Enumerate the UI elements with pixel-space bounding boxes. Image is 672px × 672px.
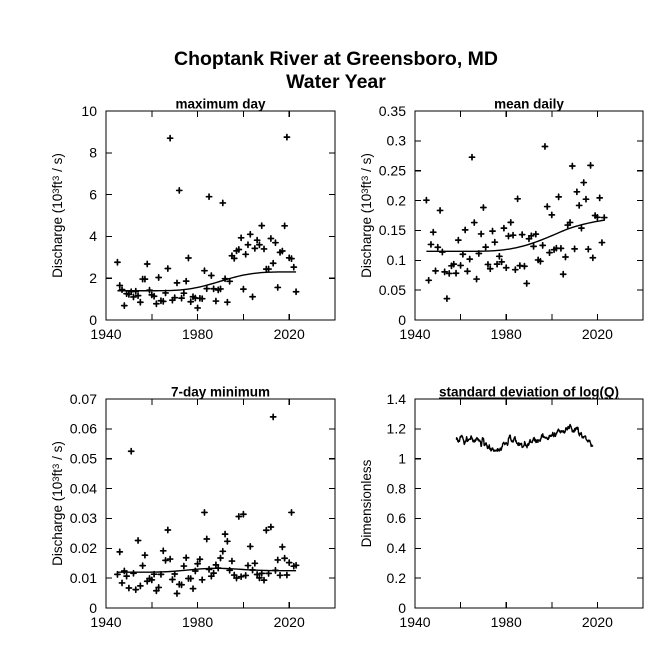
svg-text:1.2: 1.2 <box>387 421 407 437</box>
svg-text:0: 0 <box>89 600 97 616</box>
svg-text:1940: 1940 <box>399 326 430 342</box>
svg-text:8: 8 <box>89 145 97 161</box>
svg-text:0.02: 0.02 <box>70 540 97 556</box>
svg-text:10: 10 <box>81 103 97 119</box>
svg-text:maximum day: maximum day <box>175 97 266 112</box>
svg-text:0.1: 0.1 <box>387 252 407 268</box>
svg-text:0.2: 0.2 <box>387 192 407 208</box>
svg-text:2: 2 <box>89 270 97 286</box>
svg-text:0.06: 0.06 <box>70 421 97 437</box>
svg-text:0.4: 0.4 <box>387 540 407 556</box>
svg-text:0.35: 0.35 <box>379 103 406 119</box>
svg-text:0.15: 0.15 <box>379 222 406 238</box>
svg-text:0.2: 0.2 <box>387 570 407 586</box>
svg-text:0: 0 <box>89 312 97 328</box>
svg-text:2020: 2020 <box>582 326 613 342</box>
svg-text:0.04: 0.04 <box>70 480 97 496</box>
svg-text:2020: 2020 <box>274 326 305 342</box>
svg-text:1940: 1940 <box>90 614 121 630</box>
svg-text:0: 0 <box>398 312 406 328</box>
svg-text:0.05: 0.05 <box>70 451 97 467</box>
svg-text:2020: 2020 <box>582 614 613 630</box>
svg-text:7-day minimum: 7-day minimum <box>171 385 270 400</box>
svg-text:mean daily: mean daily <box>494 97 564 112</box>
svg-text:2020: 2020 <box>274 614 305 630</box>
svg-text:0.6: 0.6 <box>387 510 407 526</box>
svg-text:Discharge (103ft3 / s): Discharge (103ft3 / s) <box>50 153 65 278</box>
svg-text:0.05: 0.05 <box>379 282 406 298</box>
svg-text:standard deviation of log(Q): standard deviation of log(Q) <box>439 385 619 400</box>
svg-text:4: 4 <box>89 228 97 244</box>
svg-text:1980: 1980 <box>182 326 213 342</box>
svg-text:1.4: 1.4 <box>387 391 407 407</box>
svg-text:0: 0 <box>398 600 406 616</box>
svg-text:0.3: 0.3 <box>387 133 407 149</box>
svg-text:6: 6 <box>89 186 97 202</box>
svg-text:0.01: 0.01 <box>70 570 97 586</box>
svg-text:1940: 1940 <box>90 326 121 342</box>
svg-text:1: 1 <box>398 451 406 467</box>
svg-text:0.25: 0.25 <box>379 163 406 179</box>
svg-text:0.07: 0.07 <box>70 391 97 407</box>
svg-text:1980: 1980 <box>491 614 522 630</box>
svg-text:0.8: 0.8 <box>387 480 407 496</box>
svg-text:1980: 1980 <box>182 614 213 630</box>
svg-text:Dimensionless: Dimensionless <box>359 459 374 547</box>
svg-text:1940: 1940 <box>399 614 430 630</box>
svg-text:Discharge (103ft3 / s): Discharge (103ft3 / s) <box>50 441 65 566</box>
svg-text:Discharge (103ft3 / s): Discharge (103ft3 / s) <box>359 153 374 278</box>
svg-text:0.03: 0.03 <box>70 510 97 526</box>
svg-text:1980: 1980 <box>491 326 522 342</box>
